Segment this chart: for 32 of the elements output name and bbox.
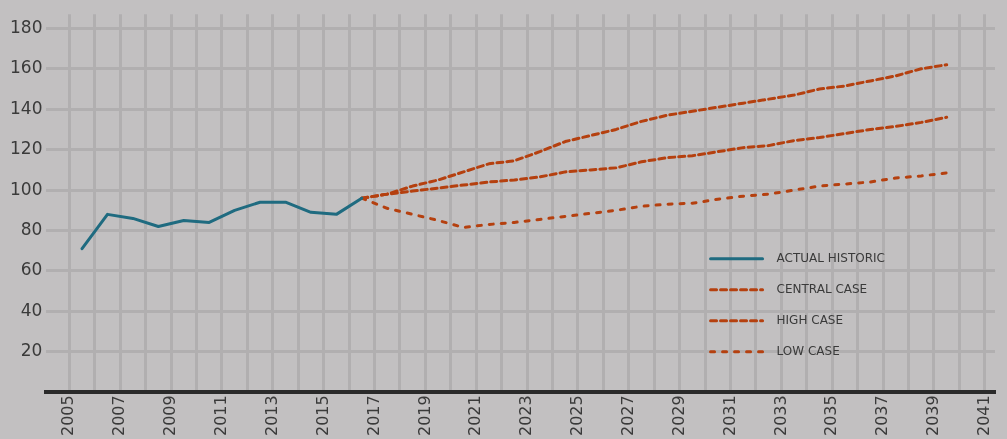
x-tick-label: 2021 bbox=[465, 395, 485, 436]
y-tick-label: 80 bbox=[20, 218, 43, 239]
y-tick-label: 100 bbox=[9, 178, 43, 199]
y-tick-label: 120 bbox=[9, 138, 43, 159]
x-tick-label: 2015 bbox=[312, 395, 332, 436]
x-tick-label: 2039 bbox=[923, 395, 943, 436]
x-tick-label: 2041 bbox=[973, 395, 993, 436]
y-tick-label: 20 bbox=[20, 340, 43, 361]
x-tick-label: 2009 bbox=[160, 395, 180, 436]
x-tick-label: 2019 bbox=[414, 395, 434, 436]
x-tick-label: 2031 bbox=[719, 395, 739, 436]
y-tick-label: 60 bbox=[20, 259, 43, 280]
x-tick-label: 2017 bbox=[363, 395, 383, 436]
y-tick-label: 40 bbox=[20, 299, 43, 320]
x-tick-label: 2037 bbox=[872, 395, 892, 436]
legend-label: ACTUAL HISTORIC bbox=[776, 250, 885, 265]
x-tick-label: 2029 bbox=[668, 395, 688, 436]
legend-label: HIGH CASE bbox=[776, 312, 844, 327]
x-tick-label: 2013 bbox=[261, 395, 281, 436]
legend-label: LOW CASE bbox=[776, 343, 840, 358]
y-tick-label: 140 bbox=[9, 97, 43, 118]
x-tick-label: 2011 bbox=[211, 395, 231, 436]
x-tick-label: 2033 bbox=[770, 395, 790, 436]
x-tick-label: 2005 bbox=[58, 395, 78, 436]
y-tick-label: 180 bbox=[9, 16, 43, 37]
y-tick-label: 160 bbox=[9, 57, 43, 78]
x-tick-label: 2035 bbox=[821, 395, 841, 436]
x-tick-label: 2007 bbox=[109, 395, 129, 436]
x-tick-label: 2025 bbox=[567, 395, 587, 436]
legend-label: CENTRAL CASE bbox=[776, 281, 868, 296]
x-tick-label: 2027 bbox=[617, 395, 637, 436]
x-tick-label: 2023 bbox=[516, 395, 536, 436]
